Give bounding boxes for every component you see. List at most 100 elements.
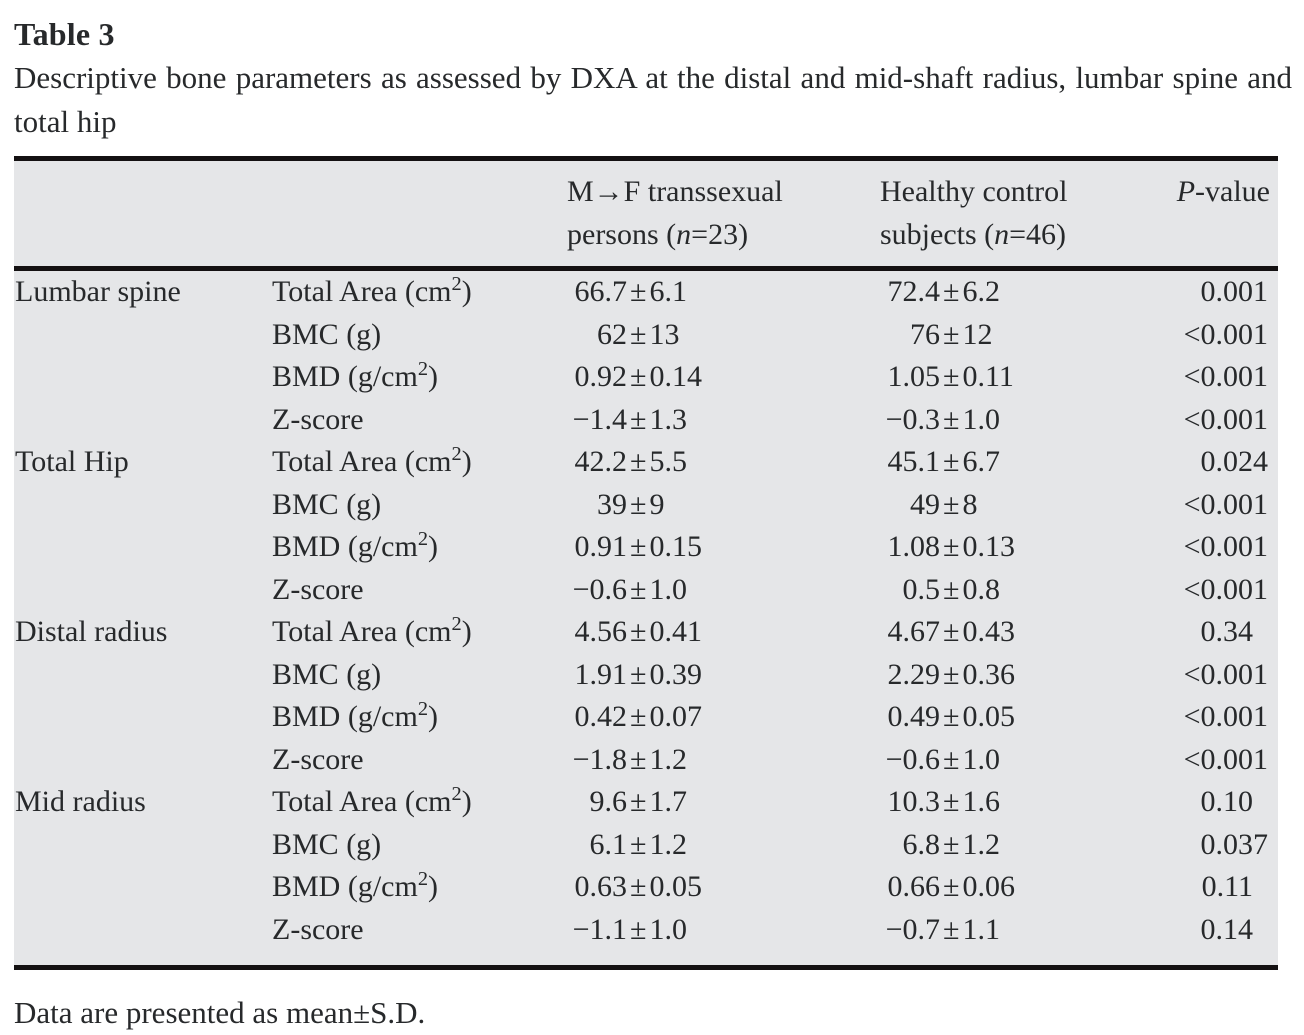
site-cell <box>14 696 272 739</box>
pvalue-cell: 0.10 <box>1160 781 1278 824</box>
site-cell <box>14 526 272 569</box>
header-row: M→F transsexual persons (n=23) Healthy c… <box>14 158 1278 271</box>
value-mean: −1.8 <box>572 742 627 776</box>
site-cell: Mid radius <box>15 785 146 818</box>
pvalue-cell: <0.001 <box>1160 569 1278 612</box>
table-header: M→F transsexual persons (n=23) Healthy c… <box>14 158 1278 271</box>
value-sd: 1.0 <box>649 572 687 606</box>
plus-minus-sign: ± <box>630 657 647 691</box>
value-mean: 1.91 <box>574 657 628 691</box>
param-cell: BMC (g) <box>272 657 382 691</box>
value-sd: 1.1 <box>962 912 1000 946</box>
value-sd: 0.15 <box>649 530 702 563</box>
value-mean: 0.92 <box>574 360 628 393</box>
value-mean: 45.1 <box>887 445 941 478</box>
value-mean: 0.91 <box>574 530 628 563</box>
value-sd: 1.0 <box>962 742 1000 776</box>
table-row: BMC (g) 1.91 ±0.39 2.29 ±0.36 <0.001 <box>14 654 1278 697</box>
value-sd: 0.05 <box>962 700 1015 733</box>
value-cell-hc: −0.3 ±1.0 <box>880 399 1160 442</box>
value-cell-hc: 0.66 ±0.06 <box>880 866 1160 909</box>
value-sd: 6.2 <box>962 275 1000 308</box>
column-header-pvalue: P-value <box>1160 158 1278 271</box>
site-cell: Total Hip <box>15 445 129 478</box>
pvalue-cell: <0.001 <box>1160 314 1278 357</box>
site-cell <box>14 484 272 527</box>
value-mean: 39 <box>597 487 627 521</box>
site-cell <box>14 569 272 612</box>
value-cell-mf: 9.6 ±1.7 <box>567 781 880 824</box>
table-row: BMC (g) 62 ±13 76 ±12 <0.001 <box>14 314 1278 357</box>
value-mean: 1.08 <box>887 530 941 563</box>
value-mean: 0.66 <box>887 870 941 903</box>
value-sd: 1.6 <box>962 785 1000 818</box>
value-cell-mf: 39 ±9 <box>567 484 880 527</box>
value-mean: −1.4 <box>572 402 627 436</box>
superscript-2: 2 <box>451 613 462 635</box>
param-cell: Z-score <box>272 912 364 946</box>
plus-minus-sign: ± <box>943 275 960 308</box>
value-mean: 4.67 <box>887 615 941 648</box>
value-cell-mf: 0.91 ±0.15 <box>567 526 880 569</box>
value-cell-hc: −0.6 ±1.0 <box>880 739 1160 782</box>
value-mean: 76 <box>910 317 940 351</box>
param-cell: Total Area (cm2) <box>272 273 472 308</box>
value-sd: 0.11 <box>962 360 1014 393</box>
value-mean: 6.1 <box>589 827 628 861</box>
value-sd: 0.13 <box>962 530 1015 563</box>
value-sd: 1.2 <box>649 742 687 776</box>
site-cell <box>14 399 272 442</box>
value-cell-hc: 1.05 ±0.11 <box>880 356 1160 399</box>
plus-minus-sign: ± <box>943 317 960 351</box>
pvalue: <0.001 <box>1183 572 1268 606</box>
header-mf-line2: persons (n=23) <box>567 218 749 251</box>
header-mf-line1: M→F transsexual <box>567 175 783 208</box>
param-cell: BMC (g) <box>272 487 382 521</box>
site-cell: Lumbar spine <box>15 275 181 308</box>
plus-minus-sign: ± <box>943 742 960 776</box>
param-cell: BMC (g) <box>272 827 382 861</box>
value-mean: 62 <box>597 317 627 351</box>
plus-minus-sign: ± <box>943 615 960 648</box>
value-cell-mf: 0.42 ±0.07 <box>567 696 880 739</box>
superscript-2: 2 <box>451 783 462 805</box>
table-row: Z-score −1.1 ±1.0 −0.7 ±1.1 0.14 <box>14 909 1278 968</box>
value-cell-hc: 0.49 ±0.05 <box>880 696 1160 739</box>
value-sd: 6.7 <box>962 445 1000 478</box>
pvalue-cell: 0.11 <box>1160 866 1278 909</box>
value-sd: 12 <box>962 317 993 351</box>
value-mean: 0.63 <box>574 870 628 903</box>
pvalue-cell: 0.14 <box>1160 909 1278 968</box>
plus-minus-sign: ± <box>943 530 960 563</box>
plus-minus-sign: ± <box>943 657 960 691</box>
header-hc-line1: Healthy control <box>880 175 1068 208</box>
value-mean: 42.2 <box>574 445 628 478</box>
plus-minus-sign: ± <box>630 785 647 818</box>
table-caption: Descriptive bone parameters as assessed … <box>14 60 1292 139</box>
value-mean: 1.05 <box>887 360 941 393</box>
pvalue: 0.001 <box>1200 275 1269 308</box>
value-sd: 0.39 <box>649 657 702 691</box>
table-row: BMD (g/cm2) 0.63 ±0.05 0.66 ±0.06 0.11 <box>14 866 1278 909</box>
value-sd: 0.8 <box>962 572 1000 606</box>
site-cell: Distal radius <box>15 615 168 648</box>
param-cell: Total Area (cm2) <box>272 443 472 478</box>
plus-minus-sign: ± <box>943 785 960 818</box>
plus-minus-sign: ± <box>630 530 647 563</box>
value-mean: 0.42 <box>574 700 628 733</box>
value-mean: 2.29 <box>887 657 941 691</box>
table-row: Z-score −0.6 ±1.0 0.5 ±0.8 <0.001 <box>14 569 1278 612</box>
value-sd: 1.2 <box>649 827 687 861</box>
pvalue: <0.001 <box>1183 530 1268 563</box>
value-mean: 49 <box>910 487 940 521</box>
value-cell-mf: 0.92 ±0.14 <box>567 356 880 399</box>
pvalue: <0.001 <box>1183 742 1268 776</box>
pvalue-cell: 0.001 <box>1160 269 1278 314</box>
table-title: Table 3 <box>14 16 115 52</box>
param-cell: Total Area (cm2) <box>272 613 472 648</box>
plus-minus-sign: ± <box>630 615 647 648</box>
value-cell-mf: 66.7 ±6.1 <box>567 269 880 314</box>
superscript-2: 2 <box>417 358 429 380</box>
superscript-2: 2 <box>417 528 429 550</box>
param-cell: Z-score <box>272 742 364 776</box>
